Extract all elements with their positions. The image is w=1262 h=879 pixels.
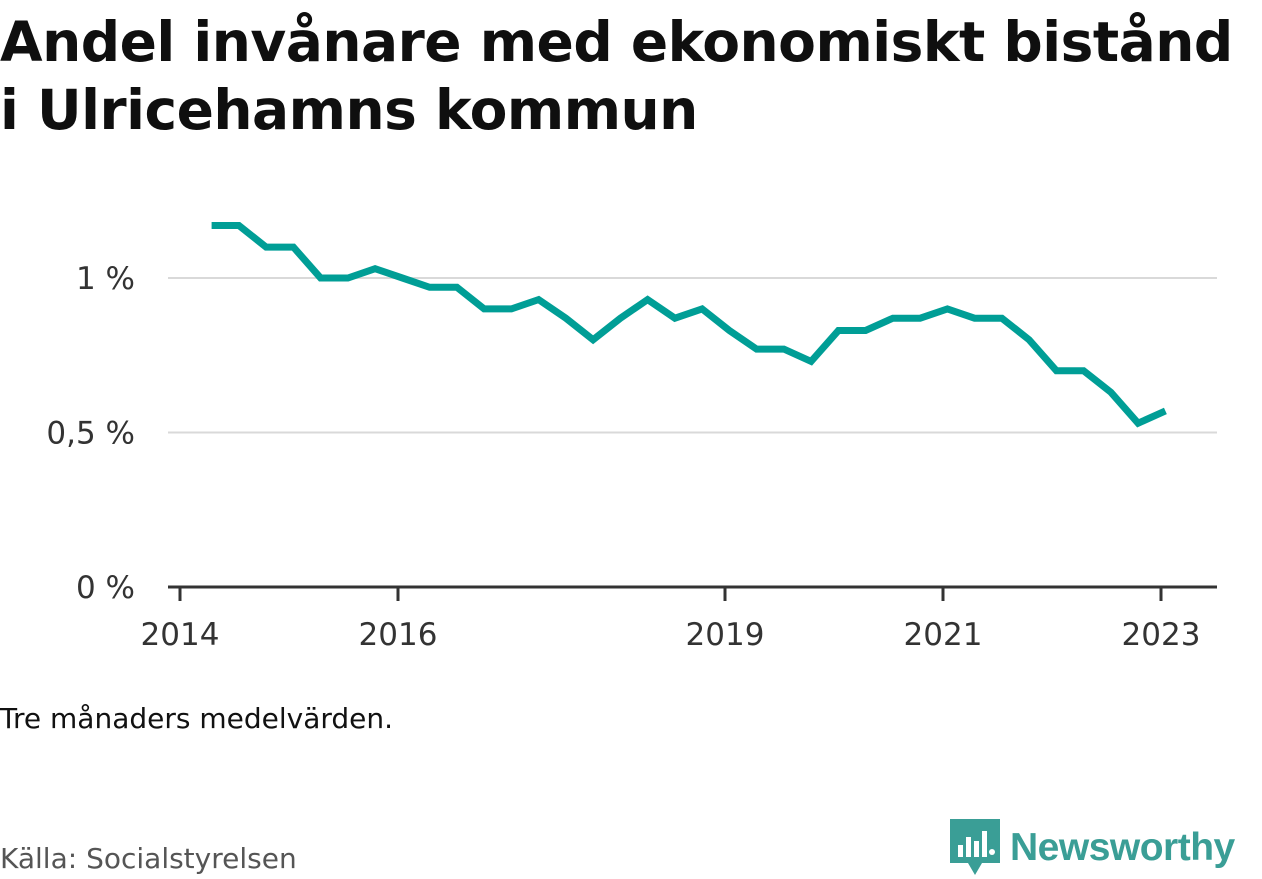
y-axis-labels: 0 % 0,5 % 1 % (46, 261, 135, 606)
x-axis: 2014 2016 2019 2021 2023 (141, 585, 1217, 653)
newsworthy-logo-icon (950, 819, 1000, 875)
x-tick-label: 2021 (904, 617, 983, 653)
y-tick-label: 0,5 % (46, 416, 135, 452)
x-tick-label: 2023 (1122, 617, 1201, 653)
y-tick-label: 1 % (76, 261, 135, 297)
series-layer (211, 222, 1167, 428)
brand-name: Newsworthy (1010, 826, 1235, 869)
series-line (211, 222, 1167, 428)
chart-note: Tre månaders medelvärden. (0, 702, 394, 735)
source-label: Källa: Socialstyrelsen (0, 842, 297, 875)
brand-logo[interactable]: Newsworthy (950, 818, 1235, 878)
x-tick-label: 2019 (686, 617, 765, 653)
line-chart: 2014 2016 2019 2021 2023 0 % 0,5 % 1 % (46, 222, 1217, 653)
x-tick-label: 2016 (359, 617, 438, 653)
gridlines (168, 277, 1217, 434)
y-tick-label: 0 % (76, 570, 135, 606)
chart-title: Andel invånare med ekonomiskt bistånd i … (0, 10, 1233, 142)
x-tick-label: 2014 (141, 617, 220, 653)
